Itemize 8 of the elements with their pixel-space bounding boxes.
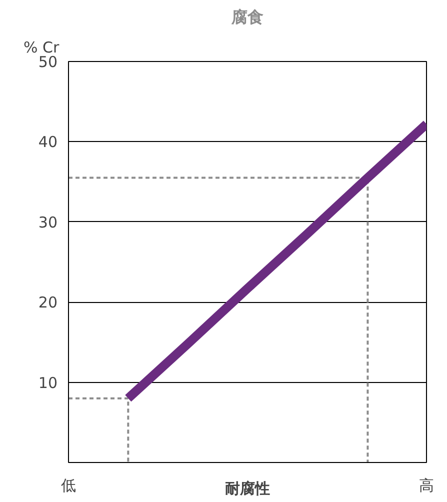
x-axis-title: 耐腐性 — [225, 480, 270, 498]
y-tick-label: 30 — [38, 213, 58, 232]
chart-title: 腐食 — [230, 8, 264, 26]
y-tick-label: 20 — [38, 294, 58, 312]
y-tick-label: 10 — [38, 374, 58, 392]
x-tick-label: 高 — [419, 476, 434, 494]
x-tick-label: 低 — [61, 476, 76, 494]
y-tick-label: 40 — [38, 133, 58, 152]
